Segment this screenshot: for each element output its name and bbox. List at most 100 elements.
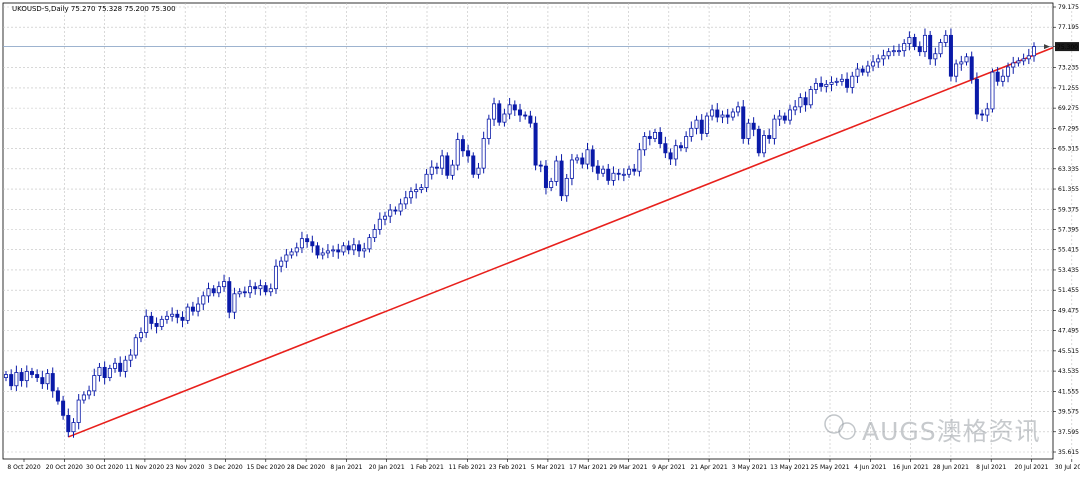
y-tick-label: 35.615: [1058, 449, 1079, 456]
candle-body-up: [159, 318, 164, 327]
x-tick-label: 28 Jun 2021: [933, 464, 969, 471]
candle-body-down: [616, 172, 621, 175]
candle-body-down: [663, 143, 668, 154]
candle-body-up: [798, 97, 803, 108]
candle-body-up: [824, 83, 829, 87]
candle-body-up: [829, 81, 834, 85]
candle-body-up: [232, 293, 237, 313]
candle-body-down: [305, 238, 310, 243]
x-tick-label: 8 Jul 2021: [976, 464, 1006, 471]
candle-body-up: [284, 254, 289, 262]
candle-body-up: [694, 119, 699, 129]
candle-body-up: [762, 135, 767, 154]
candle-body-up: [886, 51, 891, 57]
x-tick-label: 20 Jan 2021: [369, 464, 405, 471]
candle-body-up: [408, 191, 413, 199]
x-tick-label: 23 Nov 2020: [166, 464, 205, 471]
candle-body-up: [554, 160, 559, 182]
candle-body-up: [871, 61, 876, 67]
y-tick-label: 65.315: [1058, 146, 1079, 153]
candle-body-down: [715, 109, 720, 118]
candle-body-up: [216, 286, 221, 294]
y-tick-label: 59.375: [1058, 206, 1079, 213]
candle-body-down: [471, 155, 476, 175]
y-tick-label: 61.355: [1058, 186, 1079, 193]
candle-body-down: [154, 323, 159, 327]
candle-body-up: [1006, 66, 1011, 77]
candle-body-down: [180, 316, 185, 321]
candle-body-up: [440, 155, 445, 169]
candle-body-down: [845, 78, 850, 88]
y-tick-label: 63.335: [1058, 166, 1079, 173]
candle-body-up: [902, 43, 907, 52]
y-tick-label: 47.495: [1058, 328, 1079, 335]
candle-body-up: [455, 139, 460, 166]
candle-body-up: [813, 82, 818, 90]
candle-body-up: [424, 173, 429, 188]
candle-body-down: [149, 315, 154, 324]
candle-body-down: [860, 68, 865, 73]
candle-body-up: [502, 113, 507, 123]
x-tick-label: 3 Dec 2020: [208, 464, 243, 471]
y-tick-label: 55.415: [1058, 247, 1079, 254]
candle-body-up: [486, 118, 491, 139]
candle-body-down: [29, 371, 34, 375]
candle-body-up: [403, 197, 408, 205]
candle-body-up: [76, 399, 81, 423]
candle-body-up: [377, 218, 382, 230]
candle-body-up: [642, 136, 647, 151]
candle-body-up: [881, 55, 886, 60]
candle-body-up: [320, 252, 325, 256]
candle-body-up: [891, 50, 896, 53]
candle-body-down: [55, 390, 60, 402]
x-tick-label: 30 Oct 2020: [86, 464, 123, 471]
candle-body-up: [367, 237, 372, 250]
candle-body-up: [81, 394, 86, 401]
candle-body-up: [248, 286, 253, 294]
candle-body-down: [460, 139, 465, 152]
candle-body-up: [372, 229, 377, 239]
candle-body-up: [839, 78, 844, 82]
x-tick-label: 1 Feb 2021: [410, 464, 444, 471]
candle-body-up: [897, 50, 902, 53]
candle-body-up: [123, 359, 128, 372]
candle-body-up: [325, 250, 330, 254]
current-price-label: 75.300: [1057, 44, 1078, 51]
candle-body-down: [102, 366, 107, 378]
candle-body-up: [621, 173, 626, 176]
candle-body-up: [652, 131, 657, 139]
candle-body-down: [346, 245, 351, 251]
candle-body-up: [273, 265, 278, 290]
candle-body-up: [97, 366, 102, 376]
x-tick-label: 3 May 2021: [732, 464, 767, 471]
candle-body-up: [341, 245, 346, 253]
candle-body-up: [564, 177, 569, 197]
x-tick-label: 23 Feb 2021: [489, 464, 527, 471]
x-tick-label: 8 Jan 2021: [330, 464, 362, 471]
candle-body-down: [767, 135, 772, 139]
candle-body-up: [876, 58, 881, 63]
candle-body-down: [533, 122, 538, 166]
candle-body-down: [995, 71, 1000, 82]
candle-body-up: [933, 53, 938, 60]
candle-body-up: [585, 149, 590, 165]
candle-body-down: [538, 164, 543, 167]
candle-body-down: [434, 166, 439, 169]
candle-body-up: [113, 362, 118, 369]
candle-body-up: [922, 34, 927, 53]
trend-line: [68, 46, 1054, 438]
candle-body-up: [601, 168, 606, 174]
x-tick-label: 21 Apr 2021: [691, 464, 728, 471]
candle-body-up: [331, 249, 336, 252]
candle-body-up: [964, 56, 969, 63]
candle-body-down: [647, 136, 652, 139]
candle-body-up: [990, 71, 995, 110]
candle-body-down: [445, 155, 450, 176]
candle-body-up: [746, 122, 751, 139]
candle-body-up: [1011, 62, 1016, 68]
y-tick-label: 39.575: [1058, 409, 1079, 416]
trendline: [68, 46, 1054, 438]
y-tick-label: 49.475: [1058, 307, 1079, 314]
candle-body-up: [45, 373, 50, 385]
candle-body-up: [71, 422, 76, 433]
